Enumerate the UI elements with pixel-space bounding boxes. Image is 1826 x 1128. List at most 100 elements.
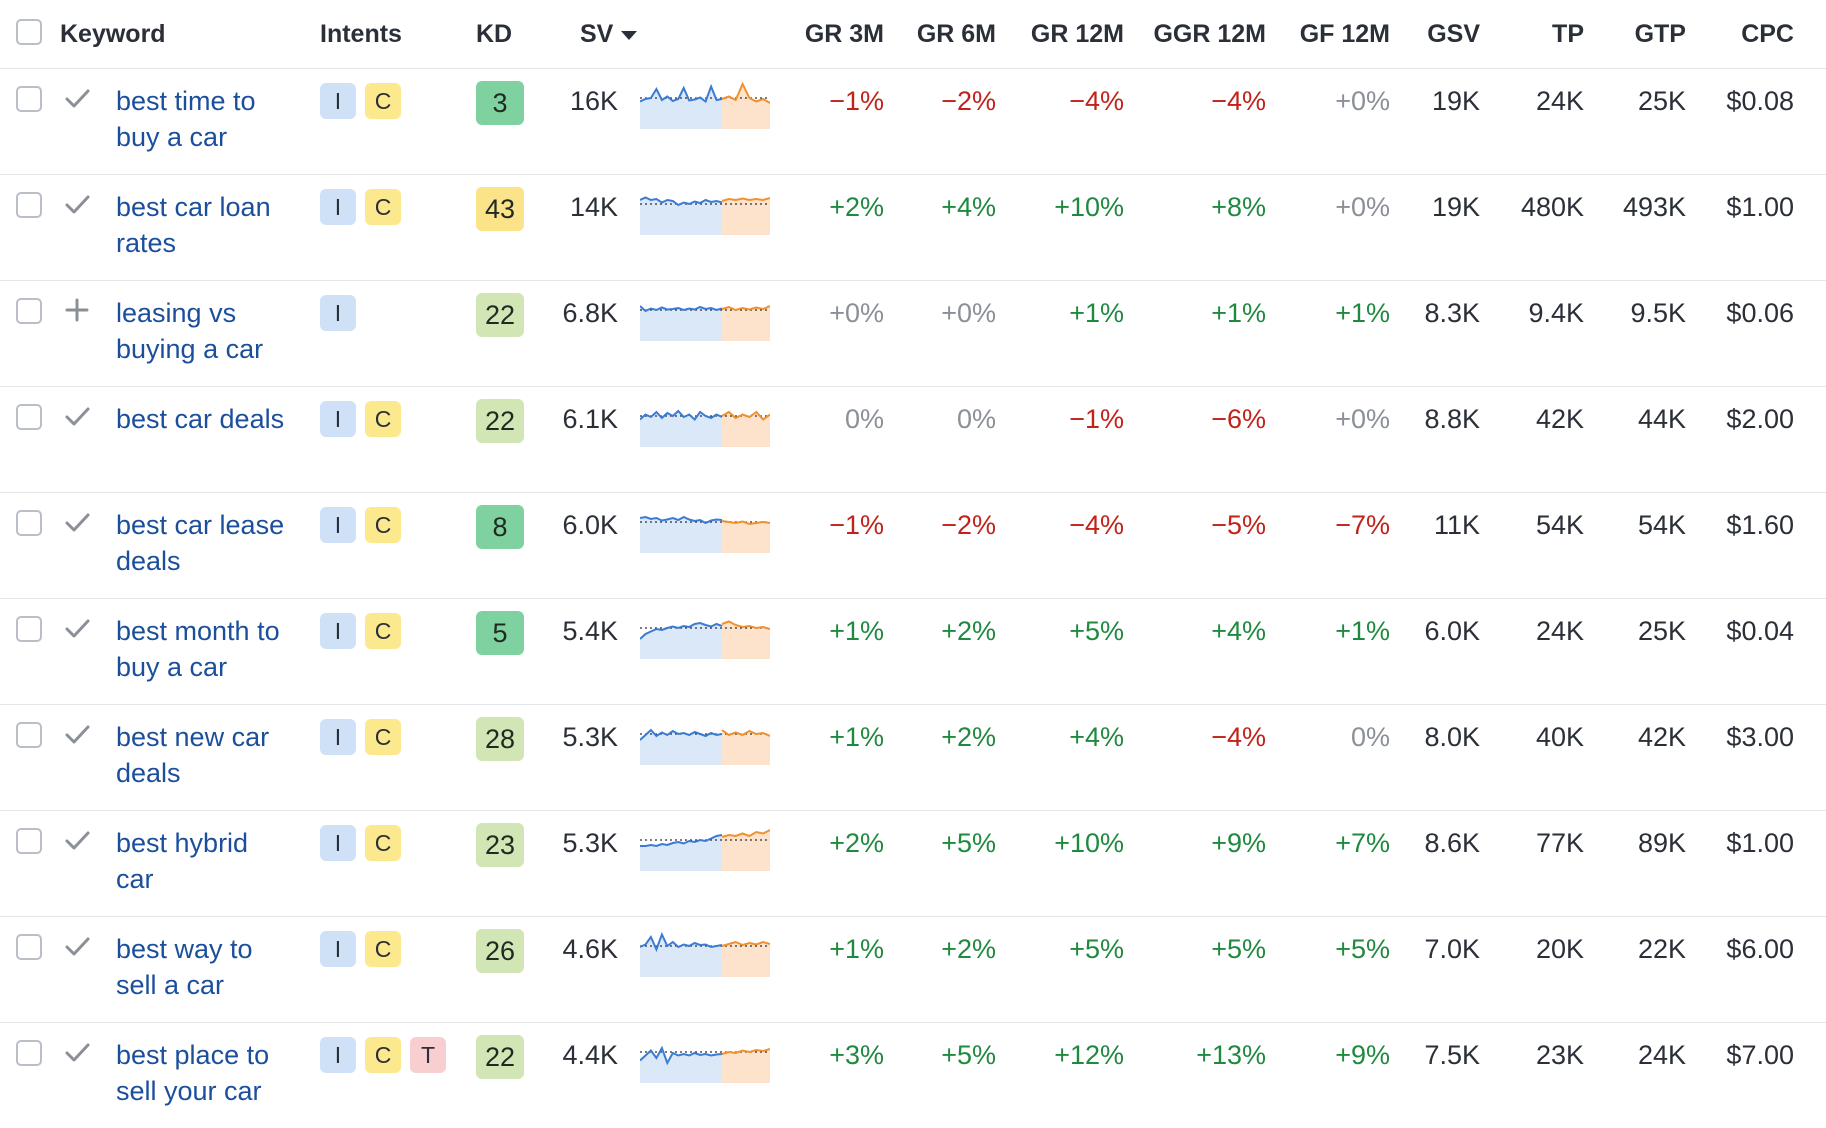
- col-gf12m-header[interactable]: GF 12M: [1299, 20, 1390, 48]
- gr12m-value: +1%: [1069, 298, 1124, 328]
- intent-badge-i: I: [320, 507, 356, 543]
- trend-area-past: [640, 411, 722, 447]
- trend-area-forecast: [722, 521, 770, 553]
- trend-line-past: [640, 515, 723, 525]
- trend-line-past: [640, 834, 723, 848]
- tp-value: 42K: [1535, 404, 1584, 434]
- keyword-link[interactable]: best new car deals: [116, 722, 270, 788]
- gr3m-value: 0%: [844, 404, 884, 434]
- trend-area-past: [640, 835, 722, 871]
- row-checkbox[interactable]: [16, 722, 42, 748]
- trend-sparkline: [640, 1045, 770, 1083]
- sort-desc-icon: [621, 30, 638, 40]
- keyword-link[interactable]: best car loan rates: [116, 192, 271, 258]
- gr6m-value: +2%: [941, 616, 996, 646]
- intent-badge-i: I: [320, 1037, 356, 1073]
- trend-line-past: [640, 83, 723, 104]
- intent-badge-i: I: [320, 931, 356, 967]
- gsv-value: 19K: [1431, 86, 1480, 116]
- trend-line-forecast: [721, 197, 770, 202]
- gr6m-value: +0%: [941, 298, 996, 328]
- row-checkbox[interactable]: [16, 192, 42, 218]
- row-checkbox[interactable]: [16, 86, 42, 112]
- table-row: best place to sell your car I C T 22 4.4K +3% +…: [0, 1023, 1826, 1128]
- col-intents-header[interactable]: Intents: [320, 20, 402, 48]
- kd-badge: 5: [476, 611, 524, 655]
- plus-icon: [65, 298, 89, 322]
- trend-sparkline: [640, 829, 770, 871]
- trend-area-forecast: [722, 830, 770, 871]
- kd-badge: 43: [476, 187, 524, 231]
- col-ggr12m-header[interactable]: GGR 12M: [1153, 20, 1266, 48]
- intent-badge-c: C: [365, 83, 401, 119]
- row-checkbox[interactable]: [16, 828, 42, 854]
- cpc-value: $0.04: [1726, 616, 1794, 646]
- intent-badge-t: T: [410, 1037, 446, 1073]
- col-tp-header[interactable]: TP: [1552, 20, 1584, 48]
- col-sv-header[interactable]: SV: [580, 0, 638, 68]
- gf12m-value: +7%: [1335, 828, 1390, 858]
- gtp-value: 493K: [1622, 192, 1686, 222]
- keyword-link[interactable]: best time to buy a car: [116, 86, 256, 152]
- kd-badge: 28: [476, 717, 524, 761]
- row-checkbox[interactable]: [16, 1040, 42, 1066]
- col-gr6m-header[interactable]: GR 6M: [916, 20, 996, 48]
- gr3m-value: +0%: [829, 298, 884, 328]
- cpc-value: $1.00: [1726, 828, 1794, 858]
- col-kd-header[interactable]: KD: [476, 20, 513, 48]
- trend-area-forecast: [722, 942, 770, 977]
- row-checkbox[interactable]: [16, 404, 42, 430]
- cpc-value: $2.00: [1726, 404, 1794, 434]
- cpc-value: $6.00: [1726, 934, 1794, 964]
- keyword-link[interactable]: best month to buy a car: [116, 616, 280, 682]
- col-gr3m-header[interactable]: GR 3M: [804, 20, 884, 48]
- trend-line-forecast: [721, 940, 770, 947]
- trend-area-forecast: [722, 306, 770, 341]
- gtp-value: 54K: [1637, 510, 1686, 540]
- gr6m-value: +2%: [941, 722, 996, 752]
- row-checkbox[interactable]: [16, 934, 42, 960]
- trend-area-forecast: [722, 412, 770, 447]
- sv-value: 5.3K: [562, 722, 618, 752]
- tp-value: 24K: [1535, 616, 1584, 646]
- gr6m-value: +2%: [941, 934, 996, 964]
- check-icon: [65, 1043, 90, 1062]
- col-gr12m-header[interactable]: GR 12M: [1030, 20, 1124, 48]
- keyword-link[interactable]: best place to sell your car: [116, 1040, 270, 1106]
- trend-area-past: [640, 306, 722, 341]
- col-gtp-header[interactable]: GTP: [1634, 20, 1686, 48]
- cpc-value: $3.00: [1726, 722, 1794, 752]
- row-checkbox[interactable]: [16, 298, 42, 324]
- ggr12m-value: +9%: [1211, 828, 1266, 858]
- intent-badge-i: I: [320, 613, 356, 649]
- keyword-link[interactable]: best car lease deals: [116, 510, 285, 576]
- col-cpc-header[interactable]: CPC: [1741, 20, 1794, 48]
- trend-line-past: [640, 409, 723, 421]
- kd-badge: 22: [476, 399, 524, 443]
- tp-value: 23K: [1535, 1040, 1584, 1070]
- col-keyword-header[interactable]: Keyword: [60, 20, 166, 48]
- ggr12m-value: −5%: [1211, 510, 1266, 540]
- intent-badge-c: C: [365, 613, 401, 649]
- select-all-checkbox[interactable]: [16, 19, 42, 45]
- cpc-value: $1.60: [1726, 510, 1794, 540]
- col-gsv-header[interactable]: GSV: [1427, 20, 1480, 48]
- trend-sparkline: [640, 196, 770, 235]
- gtp-value: 25K: [1637, 616, 1686, 646]
- sv-value: 4.4K: [562, 1040, 618, 1070]
- keyword-link[interactable]: leasing vs buying a car: [116, 298, 264, 364]
- gsv-value: 8.6K: [1424, 828, 1480, 858]
- row-checkbox[interactable]: [16, 510, 42, 536]
- gr3m-value: −1%: [829, 510, 884, 540]
- gtp-value: 24K: [1637, 1040, 1686, 1070]
- keyword-link[interactable]: best hybrid car: [116, 828, 249, 894]
- keyword-link[interactable]: best way to sell a car: [116, 934, 253, 1000]
- sv-value: 14K: [569, 192, 618, 222]
- sv-value: 4.6K: [562, 934, 618, 964]
- gsv-value: 8.0K: [1424, 722, 1480, 752]
- keyword-link[interactable]: best car deals: [116, 404, 285, 434]
- row-checkbox[interactable]: [16, 616, 42, 642]
- sv-value: 5.4K: [562, 616, 618, 646]
